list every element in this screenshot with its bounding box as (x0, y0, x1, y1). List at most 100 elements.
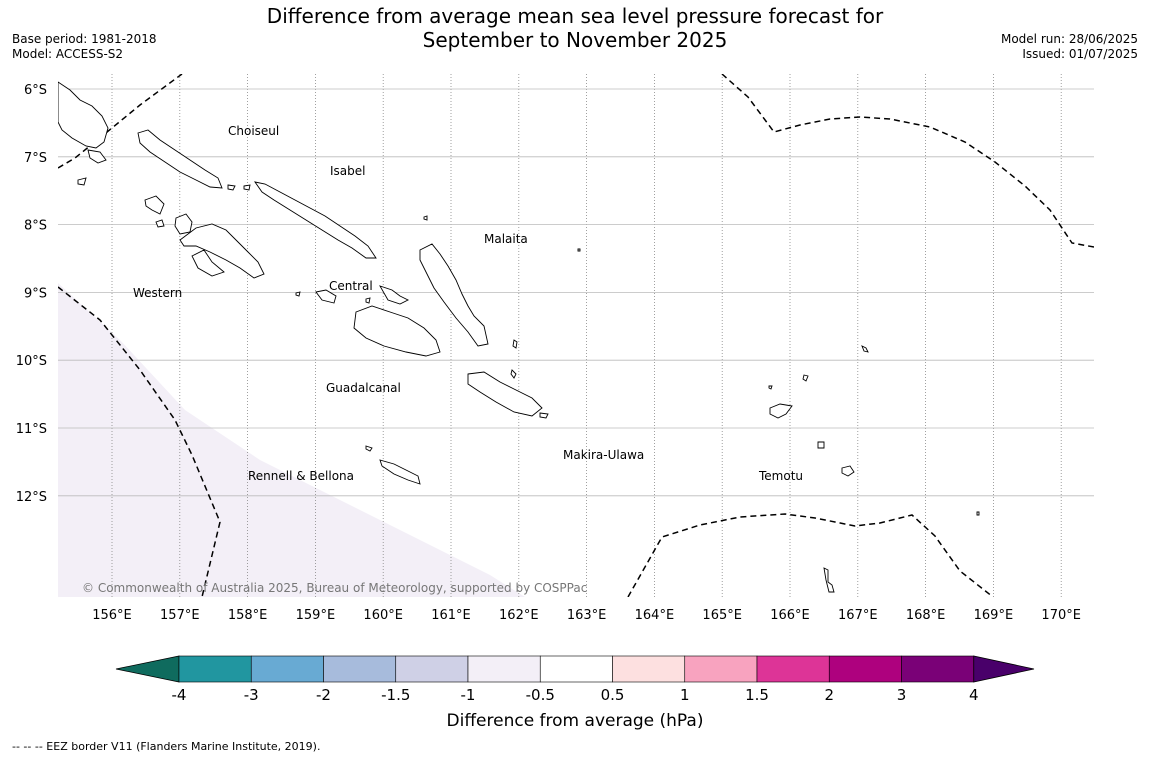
island (510, 369, 517, 379)
copyright-notice: © Commonwealth of Australia 2025, Bureau… (82, 581, 587, 595)
colorbar-segment (684, 655, 758, 683)
colorbar-tick-label: 1 (680, 686, 690, 704)
eez-line-southwest (58, 286, 221, 597)
colorbar-title: Difference from average (hPa) (447, 711, 704, 731)
eez-borders (58, 74, 1094, 597)
label-malaita: Malaita (484, 232, 528, 246)
label-temotu: Temotu (758, 469, 803, 483)
eez-footnote: -- -- -- EEZ border V11 (Flanders Marine… (12, 740, 321, 753)
island (191, 249, 225, 277)
anomaly-shaded-region (58, 283, 525, 597)
lon-tick-label: 160°E (363, 608, 403, 623)
island (365, 297, 371, 304)
island (365, 445, 373, 452)
label-rennell-bellona: Rennell & Bellona (248, 469, 354, 483)
vella-lavella-island (144, 195, 165, 215)
colorbar-extend-low (115, 655, 180, 683)
longitude-labels: 156°E 157°E 158°E 159°E 160°E 161°E 162°E 163°E… (92, 608, 1081, 623)
label-isabel: Isabel (330, 164, 365, 178)
coastlines (58, 81, 980, 593)
kolombangara-island (174, 213, 193, 235)
island (539, 412, 549, 419)
lon-tick-label: 170°E (1041, 608, 1081, 623)
lat-tick-label: 10°S (16, 354, 47, 369)
colorbar-segment (250, 655, 324, 683)
island (77, 177, 87, 186)
colorbar-segment (467, 655, 541, 683)
province-labels: Choiseul Isabel Malaita Western Central … (133, 124, 803, 483)
lat-tick-label: 9°S (24, 286, 47, 301)
russell-islands (315, 289, 337, 304)
santa-isabel-island (253, 181, 377, 259)
colorbar-tick-label: -4 (172, 686, 187, 704)
meta-left: Base period: 1981-2018 Model: ACCESS-S2 (12, 32, 157, 62)
lon-tick-label: 164°E (635, 608, 675, 623)
lat-tick-label: 8°S (24, 219, 47, 234)
malaita-island (419, 243, 489, 347)
lon-tick-label: 163°E (567, 608, 607, 623)
model-run: Model run: 28/06/2025 (1000, 32, 1138, 46)
island (861, 345, 869, 353)
colorbar-tick-label: 1.5 (745, 686, 769, 704)
lat-tick-label: 11°S (16, 422, 47, 437)
island (512, 339, 518, 349)
chart-title: Difference from average mean sea level p… (0, 4, 1150, 52)
island (823, 567, 835, 593)
model-name: Model: ACCESS-S2 (12, 47, 124, 61)
colorbar-segment (539, 655, 613, 683)
lon-tick-label: 165°E (702, 608, 742, 623)
colorbar-tick-label: 0.5 (601, 686, 625, 704)
guadalcanal-island (353, 305, 441, 357)
lat-tick-label: 7°S (24, 151, 47, 166)
label-choiseul: Choiseul (228, 124, 279, 138)
label-western: Western (133, 286, 182, 300)
colorbar-tick-label: 2 (824, 686, 834, 704)
colorbar-tick-label: 4 (969, 686, 979, 704)
colorbar-segment (756, 655, 830, 683)
island (423, 215, 428, 221)
title-line-1: Difference from average mean sea level p… (266, 4, 884, 28)
colorbar-segment (323, 655, 397, 683)
choiseul-island (137, 129, 223, 189)
issued-date: Issued: 01/07/2025 (1022, 47, 1138, 61)
island (87, 149, 107, 164)
island (841, 465, 855, 477)
island (768, 385, 773, 390)
makira-island (467, 371, 543, 417)
island (577, 248, 581, 252)
island (227, 184, 236, 191)
lon-tick-label: 158°E (228, 608, 268, 623)
lon-tick-label: 169°E (974, 608, 1014, 623)
colorbar-segment (612, 655, 686, 683)
lon-tick-label: 167°E (838, 608, 878, 623)
eez-line-northeast (721, 74, 1094, 248)
colorbar-tick-label: 3 (897, 686, 907, 704)
new-georgia-island (179, 223, 265, 279)
eez-line-south (627, 513, 994, 597)
lon-tick-label: 157°E (160, 608, 200, 623)
eez-line-northwest (58, 74, 183, 169)
lon-tick-label: 166°E (770, 608, 810, 623)
meta-right: Model run: 28/06/2025 Issued: 01/07/2025 (1001, 32, 1138, 62)
island (802, 374, 809, 382)
lon-tick-label: 168°E (906, 608, 946, 623)
label-guadalcanal: Guadalcanal (326, 381, 401, 395)
island (817, 441, 825, 449)
florida-islands (379, 285, 410, 305)
title-line-2: September to November 2025 (422, 28, 728, 52)
lon-tick-label: 159°E (296, 608, 336, 623)
label-central: Central (329, 279, 373, 293)
colorbar-segment (901, 655, 975, 683)
lat-tick-label: 6°S (24, 83, 47, 98)
island (155, 219, 165, 228)
label-makira-ulawa: Makira-Ulawa (563, 448, 644, 462)
colorbar: -4 -3 -2 -1.5 -1 -0.5 0.5 1 1.5 2 3 4 (115, 655, 1035, 704)
colorbar-segment (395, 655, 469, 683)
colorbar-tick-label: -1 (461, 686, 476, 704)
island (295, 291, 301, 297)
santa-cruz-island (769, 403, 793, 419)
colorbar-extend-high (973, 655, 1035, 683)
map-area: Choiseul Isabel Malaita Western Central … (58, 74, 1094, 597)
colorbar-segment (828, 655, 902, 683)
